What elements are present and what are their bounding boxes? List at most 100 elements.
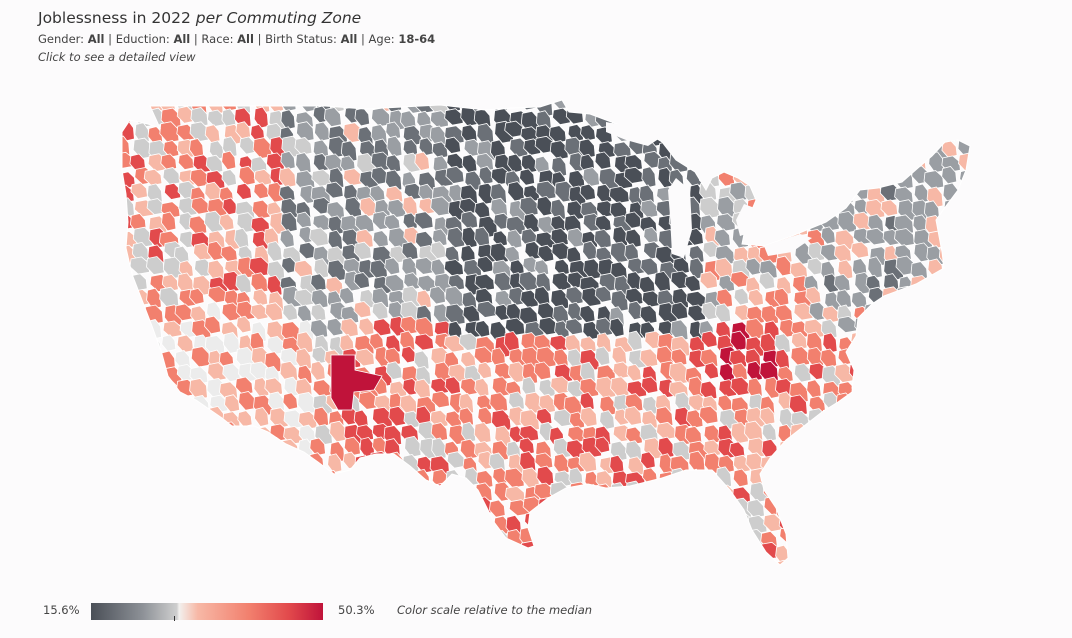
commuting-zone[interactable]: [252, 437, 270, 460]
commuting-zone[interactable]: [835, 426, 856, 448]
commuting-zone[interactable]: [133, 496, 153, 518]
commuting-zone[interactable]: [669, 559, 688, 580]
commuting-zone[interactable]: [789, 423, 810, 444]
commuting-zone[interactable]: [925, 317, 944, 337]
commuting-zone[interactable]: [148, 468, 170, 491]
commuting-zone[interactable]: [474, 273, 495, 292]
commuting-zone[interactable]: [927, 121, 949, 141]
commuting-zone[interactable]: [204, 124, 221, 144]
commuting-zone[interactable]: [865, 106, 885, 125]
commuting-zone[interactable]: [144, 407, 165, 427]
commuting-zone[interactable]: [866, 379, 884, 402]
commuting-zone[interactable]: [777, 184, 797, 203]
commuting-zone[interactable]: [220, 245, 238, 263]
commuting-zone[interactable]: [309, 227, 329, 247]
commuting-zone[interactable]: [639, 348, 659, 368]
commuting-zone[interactable]: [146, 486, 163, 506]
commuting-zone[interactable]: [612, 496, 633, 516]
commuting-zone[interactable]: [715, 512, 733, 535]
commuting-zone[interactable]: [357, 497, 377, 519]
commuting-zone[interactable]: [864, 452, 883, 475]
commuting-zone[interactable]: [685, 167, 703, 188]
commuting-zone[interactable]: [974, 408, 993, 426]
commuting-zone[interactable]: [790, 150, 806, 174]
commuting-zone[interactable]: [278, 167, 297, 189]
commuting-zone[interactable]: [911, 286, 933, 305]
commuting-zone[interactable]: [264, 377, 283, 397]
commuting-zone[interactable]: [833, 273, 851, 293]
commuting-zone[interactable]: [958, 244, 975, 268]
commuting-zone[interactable]: [760, 304, 779, 326]
commuting-zone[interactable]: [893, 168, 914, 190]
commuting-zone[interactable]: [821, 155, 838, 179]
commuting-zone[interactable]: [940, 316, 957, 336]
commuting-zone[interactable]: [520, 153, 538, 174]
commuting-zone[interactable]: [115, 558, 131, 577]
commuting-zone[interactable]: [745, 543, 764, 563]
commuting-zone[interactable]: [839, 405, 858, 429]
commuting-zone[interactable]: [609, 526, 625, 547]
commuting-zone[interactable]: [819, 198, 839, 217]
commuting-zone[interactable]: [940, 302, 957, 322]
commuting-zone[interactable]: [146, 287, 162, 310]
commuting-zone[interactable]: [278, 483, 300, 502]
commuting-zone[interactable]: [760, 156, 776, 174]
commuting-zone[interactable]: [280, 109, 296, 130]
commuting-zone[interactable]: [703, 545, 725, 565]
commuting-zone[interactable]: [973, 394, 991, 416]
commuting-zone[interactable]: [464, 540, 481, 558]
commuting-zone[interactable]: [688, 139, 704, 161]
commuting-zone[interactable]: [296, 467, 315, 487]
commuting-zone[interactable]: [354, 107, 371, 127]
commuting-zone[interactable]: [461, 124, 478, 144]
commuting-zone[interactable]: [790, 346, 810, 367]
commuting-zone[interactable]: [717, 496, 733, 518]
commuting-zone[interactable]: [475, 526, 496, 549]
commuting-zone[interactable]: [838, 542, 858, 563]
commuting-zone[interactable]: [533, 361, 552, 381]
commuting-zone[interactable]: [191, 451, 210, 471]
commuting-zone[interactable]: [955, 109, 974, 131]
commuting-zone[interactable]: [459, 496, 479, 518]
commuting-zone[interactable]: [699, 481, 719, 500]
commuting-zone[interactable]: [178, 260, 194, 279]
commuting-zone[interactable]: [958, 391, 976, 411]
commuting-zone[interactable]: [238, 165, 256, 186]
commuting-zone[interactable]: [839, 439, 857, 459]
commuting-zone[interactable]: [911, 109, 928, 132]
commuting-zone[interactable]: [309, 437, 326, 457]
commuting-zone[interactable]: [554, 515, 570, 534]
commuting-zone[interactable]: [353, 272, 371, 290]
commuting-zone[interactable]: [733, 555, 754, 575]
commuting-zone[interactable]: [444, 136, 462, 154]
commuting-zone[interactable]: [699, 530, 717, 550]
commuting-zone[interactable]: [129, 317, 149, 339]
commuting-zone[interactable]: [130, 396, 150, 417]
commuting-zone[interactable]: [864, 348, 884, 369]
commuting-zone[interactable]: [118, 305, 138, 323]
commuting-zone[interactable]: [686, 530, 703, 549]
commuting-zone[interactable]: [822, 561, 839, 582]
commuting-zone[interactable]: [820, 436, 837, 458]
commuting-zone[interactable]: [611, 96, 631, 116]
commuting-zone[interactable]: [550, 227, 569, 247]
commuting-zone[interactable]: [564, 545, 585, 564]
commuting-zone[interactable]: [956, 437, 976, 457]
commuting-zone[interactable]: [594, 151, 612, 170]
commuting-zone[interactable]: [566, 513, 587, 534]
commuting-zone[interactable]: [582, 558, 600, 580]
commuting-zone[interactable]: [943, 198, 959, 220]
commuting-zone[interactable]: [730, 545, 749, 565]
commuting-zone[interactable]: [657, 436, 675, 459]
commuting-zone[interactable]: [372, 230, 389, 248]
commuting-zone[interactable]: [913, 301, 932, 322]
commuting-zone[interactable]: [432, 557, 450, 577]
commuting-zone[interactable]: [161, 273, 179, 292]
commuting-zone[interactable]: [599, 540, 617, 561]
commuting-zone[interactable]: [895, 306, 915, 328]
commuting-zone[interactable]: [925, 288, 942, 310]
commuting-zone[interactable]: [699, 380, 718, 401]
commuting-zone[interactable]: [969, 349, 985, 369]
commuting-zone[interactable]: [477, 406, 493, 426]
commuting-zone[interactable]: [788, 394, 808, 417]
